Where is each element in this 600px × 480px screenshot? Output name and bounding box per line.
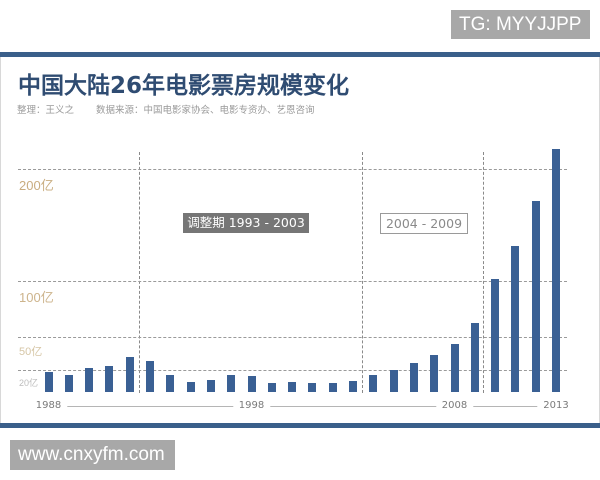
bar-1995 (186, 381, 195, 393)
x-tick-label-2008: 2008 (435, 400, 474, 412)
watermark-bottom: www.cnxyfm.com (10, 440, 175, 470)
bar-1992 (125, 356, 134, 393)
chart-title: 中国大陆26年电影票房规模变化 (18, 73, 350, 99)
top-accent-bar (0, 52, 600, 57)
annotation-adjustment-period: 调整期 1993 - 2003 (183, 213, 309, 233)
bar-2007 (430, 355, 439, 393)
y-tick-label-50: 50亿 (19, 345, 43, 358)
bar-2000 (288, 381, 297, 393)
bar-1991 (105, 366, 114, 393)
y-tick-label-20: 20亿 (19, 378, 39, 389)
bar-2002 (328, 382, 337, 393)
period-divider-2009-2010 (483, 152, 484, 393)
bar-1996 (206, 379, 215, 393)
bar-2009 (470, 322, 479, 393)
bottom-accent-bar (0, 423, 600, 428)
bar-2011 (511, 245, 520, 393)
bar-1999 (267, 382, 276, 393)
x-tick-label-1998: 1998 (232, 400, 271, 412)
bar-1988 (44, 372, 53, 393)
annotation-growth-period: 2004 - 2009 (380, 213, 468, 234)
gridline-50 (18, 336, 567, 338)
bar-2006 (409, 363, 418, 393)
bar-2012 (531, 201, 540, 393)
bar-1990 (85, 367, 94, 393)
chart-card (0, 57, 600, 423)
bar-2013 (552, 148, 560, 393)
bar-2003 (349, 381, 357, 393)
period-divider-1992-1993 (139, 152, 140, 393)
bar-2005 (389, 369, 398, 393)
y-tick-label-100: 100亿 (19, 289, 54, 305)
chart-subtitle: 整理：王义之 数据来源：中国电影家协会、电影专资办、艺恩咨询 (17, 102, 315, 116)
bar-2008 (450, 343, 459, 393)
gridline-100 (18, 280, 567, 282)
bar-1989 (64, 375, 73, 393)
bar-2010 (491, 278, 500, 393)
period-divider-2003-2004 (362, 152, 363, 393)
gridline-200 (18, 168, 567, 170)
x-axis-line (66, 406, 539, 407)
y-tick-label-200: 200亿 (19, 177, 54, 193)
bar-1994 (166, 375, 175, 393)
gridline-20 (18, 370, 567, 372)
bar-2004 (369, 375, 378, 393)
credit-text: 整理：王义之 (17, 105, 75, 116)
bar-1993 (146, 361, 154, 393)
x-tick-label-2013: 2013 (537, 400, 575, 412)
watermark-top: TG: MYYJJPP (451, 10, 590, 39)
bar-1997 (227, 374, 236, 393)
x-tick-label-1988: 1988 (29, 400, 68, 412)
source-text: 数据来源：中国电影家协会、电影专资办、艺恩咨询 (96, 105, 315, 116)
bar-1998 (247, 375, 256, 393)
bar-2001 (308, 382, 317, 393)
